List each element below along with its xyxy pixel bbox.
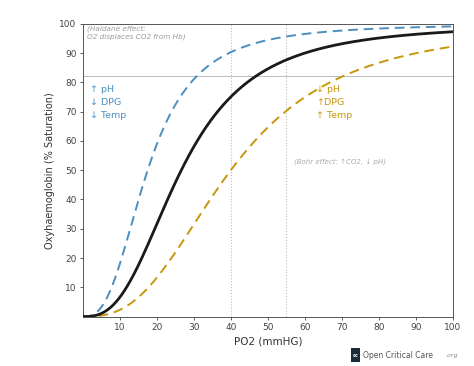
Text: ↓ pH
↑DPG
↑ Temp: ↓ pH ↑DPG ↑ Temp [316, 85, 352, 120]
X-axis label: PO2 (mmHG): PO2 (mmHG) [234, 336, 302, 346]
Y-axis label: Oxyhaemoglobin (% Saturation): Oxyhaemoglobin (% Saturation) [46, 92, 55, 249]
Text: cc: cc [353, 353, 358, 358]
Text: Open Critical Care: Open Critical Care [363, 351, 433, 359]
Text: .org: .org [446, 352, 458, 358]
Text: ↑ pH
↓ DPG
↓ Temp: ↑ pH ↓ DPG ↓ Temp [91, 85, 127, 120]
Text: (Bohr effect: ↑CO2, ↓ pH): (Bohr effect: ↑CO2, ↓ pH) [294, 158, 386, 165]
Text: (Haldane effect:
O2 displaces CO2 from Hb): (Haldane effect: O2 displaces CO2 from H… [87, 25, 185, 40]
